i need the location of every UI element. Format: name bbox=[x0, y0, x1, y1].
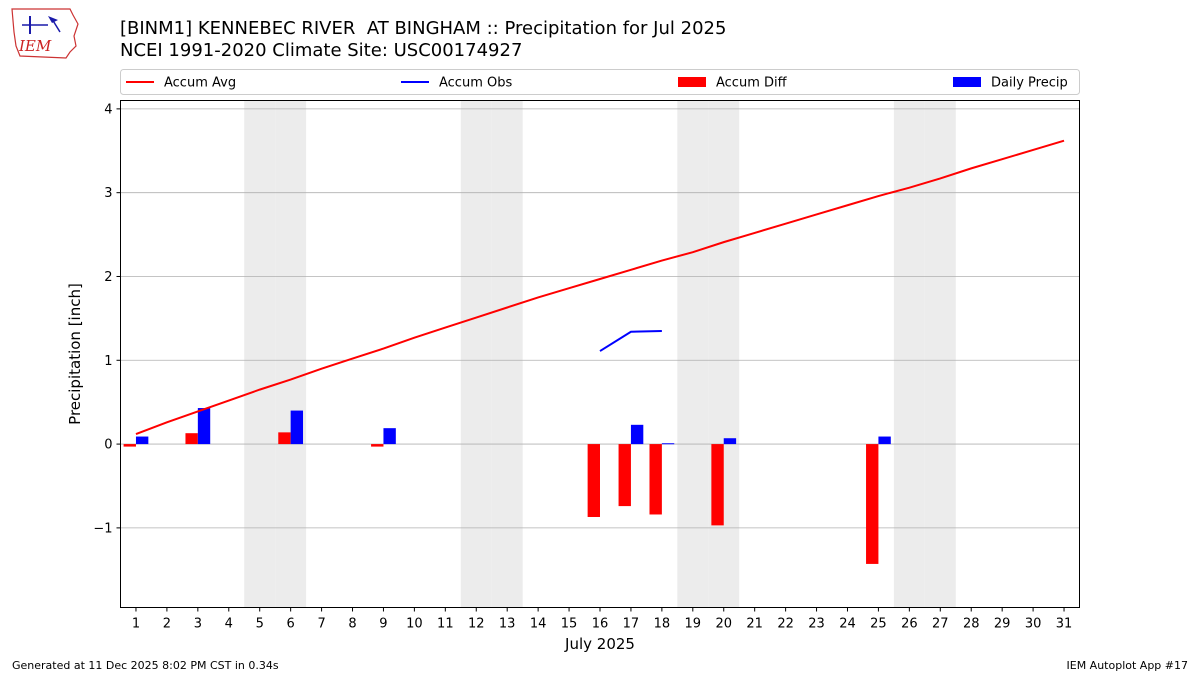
weekend-shade-band bbox=[275, 100, 307, 608]
legend-label: Daily Precip bbox=[991, 76, 1068, 91]
x-tick-label: 11 bbox=[437, 617, 454, 632]
x-tick-label: 23 bbox=[808, 617, 825, 632]
x-tick-label: 24 bbox=[839, 617, 856, 632]
accum-diff-bar bbox=[866, 444, 879, 564]
x-tick-label: 10 bbox=[406, 617, 423, 632]
x-tick-label: 16 bbox=[592, 617, 609, 632]
chart-subtitle: NCEI 1991-2020 Climate Site: USC00174927 bbox=[120, 40, 523, 61]
accum-avg-line bbox=[135, 139, 1065, 435]
daily-precip-bar bbox=[290, 410, 304, 445]
legend-swatch-bar bbox=[953, 77, 981, 87]
legend-label: Accum Avg bbox=[164, 76, 236, 91]
x-tick-label: 27 bbox=[932, 617, 949, 632]
x-tick-label: 15 bbox=[561, 617, 578, 632]
x-tick-label: 14 bbox=[530, 617, 547, 632]
legend: Accum Avg Accum Obs Accum Diff Daily Precip bbox=[120, 69, 1080, 95]
app-label: IEM Autoplot App #17 bbox=[1066, 659, 1189, 672]
x-axis-label: July 2025 bbox=[564, 635, 635, 653]
y-tick-label: 3 bbox=[104, 186, 112, 201]
x-tick-label: 17 bbox=[623, 617, 640, 632]
x-tick-label: 26 bbox=[901, 617, 918, 632]
lines bbox=[135, 139, 1065, 435]
iem-logo: IEM bbox=[11, 8, 79, 59]
y-tick-label: 1 bbox=[104, 354, 112, 369]
weekend-shading bbox=[244, 100, 956, 608]
x-tick-label: 29 bbox=[994, 617, 1011, 632]
accum-diff-bar bbox=[371, 444, 384, 447]
x-tick-label: 9 bbox=[379, 617, 387, 632]
x-tick-label: 4 bbox=[225, 617, 233, 632]
x-tick-label: 20 bbox=[715, 617, 732, 632]
weekend-shade-band bbox=[708, 100, 740, 608]
legend-label: Accum Diff bbox=[716, 76, 788, 91]
x-tick-label: 5 bbox=[256, 617, 264, 632]
daily-precip-bar bbox=[878, 436, 891, 445]
x-tick-label: 25 bbox=[870, 617, 887, 632]
x-tick-label: 19 bbox=[685, 617, 702, 632]
x-tick-label: 21 bbox=[746, 617, 763, 632]
x-tick-label: 18 bbox=[654, 617, 671, 632]
legend-frame bbox=[120, 69, 1080, 95]
daily-precip-bar bbox=[197, 408, 211, 445]
daily-precip-bar bbox=[723, 438, 737, 445]
weekend-shade-band bbox=[893, 100, 925, 608]
accum-diff-bar bbox=[711, 444, 724, 526]
accum-diff-bar bbox=[278, 432, 291, 445]
accum-diff-bar bbox=[618, 444, 631, 507]
legend-swatch-bar bbox=[678, 77, 706, 87]
logo-text: IEM bbox=[18, 37, 52, 55]
x-tick-label: 6 bbox=[287, 617, 295, 632]
bars bbox=[123, 408, 891, 564]
y-axis-label: Precipitation [inch] bbox=[66, 283, 84, 425]
daily-precip-bar bbox=[630, 424, 644, 445]
y-tick-label: 4 bbox=[104, 102, 112, 117]
accum-diff-bar bbox=[185, 433, 198, 445]
iowa-outline-shape bbox=[11, 8, 79, 59]
legend-label: Accum Obs bbox=[439, 76, 512, 91]
x-tick-label: 31 bbox=[1056, 617, 1073, 632]
x-tick-label: 3 bbox=[194, 617, 202, 632]
x-tick-label: 7 bbox=[317, 617, 325, 632]
accum-diff-bar bbox=[587, 444, 600, 517]
x-axis-ticks: 1 2 3 4 5 6 7 8 9 10 11 12 13 14 15 16 17 18 19 20 21 22 23 24 2… bbox=[132, 607, 1073, 632]
weekend-shade-band bbox=[677, 100, 709, 608]
y-axis-ticks: −1 0 1 2 3 4 bbox=[93, 102, 121, 536]
chart-title: [BINM1] KENNEBEC RIVER AT BINGHAM :: Pre… bbox=[120, 18, 727, 39]
accum-diff-bar bbox=[123, 444, 136, 447]
x-tick-label: 28 bbox=[963, 617, 980, 632]
x-tick-label: 2 bbox=[163, 617, 171, 632]
y-tick-label: 2 bbox=[104, 270, 112, 285]
x-tick-label: 12 bbox=[468, 617, 485, 632]
generated-timestamp: Generated at 11 Dec 2025 8:02 PM CST in … bbox=[12, 659, 279, 672]
daily-precip-bar bbox=[383, 428, 396, 445]
weekend-shade-band bbox=[924, 100, 956, 608]
daily-precip-bar bbox=[661, 443, 675, 445]
accum-diff-bar bbox=[649, 444, 662, 515]
daily-precip-bar bbox=[135, 436, 149, 445]
x-tick-label: 30 bbox=[1025, 617, 1042, 632]
x-tick-label: 1 bbox=[132, 617, 140, 632]
weekend-shade-band bbox=[244, 100, 276, 608]
x-tick-label: 13 bbox=[499, 617, 516, 632]
x-tick-label: 22 bbox=[777, 617, 794, 632]
accum-obs-line bbox=[599, 329, 662, 352]
x-tick-label: 8 bbox=[348, 617, 356, 632]
weekend-shade-band bbox=[491, 100, 523, 608]
y-tick-label: −1 bbox=[93, 521, 112, 536]
weekend-shade-band bbox=[460, 100, 492, 608]
y-tick-label: 0 bbox=[104, 438, 112, 453]
